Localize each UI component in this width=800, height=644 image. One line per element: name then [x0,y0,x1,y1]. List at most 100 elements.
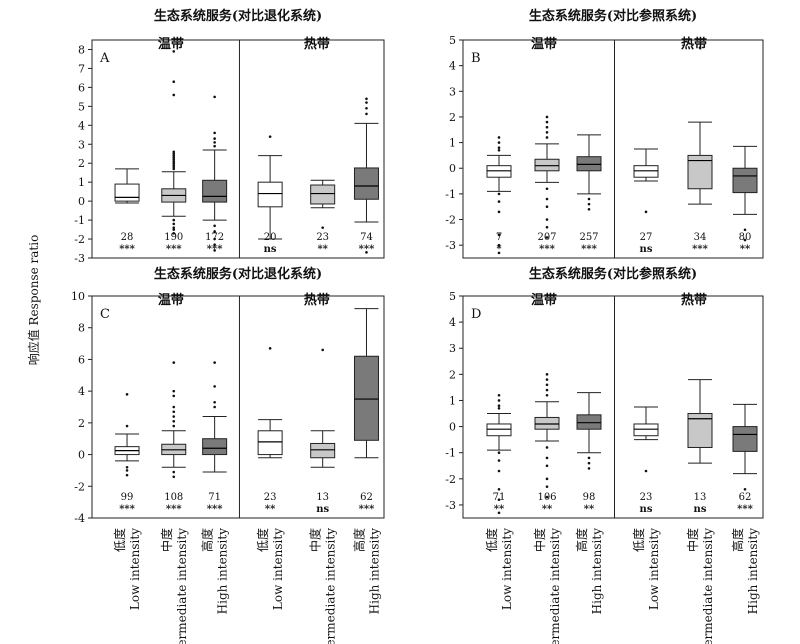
outlier-point [545,373,549,376]
outlier-point [172,405,176,409]
panel-a-significance-label: ns [264,244,277,255]
panel-b-zone-tropical: 热带 [681,36,707,52]
panel-b-ytick-label: 5 [449,34,456,47]
box-iqr [353,167,379,200]
outlier-point [545,120,549,124]
box-iqr [257,181,283,208]
panel-b-ytick-label: -2 [445,214,456,227]
outlier-point [172,80,176,84]
panel-d-zone-temperate: 温带 [531,292,557,308]
outlier-point [321,348,324,352]
panel-a-ytick-label: 3 [78,138,85,151]
outlier-point [268,347,272,350]
panel-c-n-label: 99 [121,492,134,503]
panel-c-box-5 [310,348,336,468]
outlier-point [172,156,176,159]
outlier-point [497,243,501,247]
panel-b-ytick-label: 3 [449,85,456,98]
box-iqr [534,158,560,172]
panel-c-ytick-label: -4 [74,512,85,525]
box-iqr [486,165,512,178]
panel-b-ytick-label: -1 [445,188,456,201]
box-iqr [633,165,659,178]
panel-a-letter: A [99,51,110,66]
panel-c-zone-tropical: 热带 [304,292,330,308]
outlier-point [743,238,747,242]
outlier-point [172,150,176,154]
panel-d-ytick-label: -3 [445,499,456,512]
panel-c-frame [91,295,385,519]
panel-c-category-zh: 低度 [255,528,270,552]
outlier-point [172,228,176,231]
outlier-point [497,404,501,407]
panel-a-ytick-label: -1 [74,214,85,227]
panel-d-significance-label: *** [737,504,753,515]
panel-d-category-en: High intensity [746,528,760,615]
box-iqr [353,355,379,441]
box-iqr [114,183,140,202]
panel-d-box-2 [534,373,560,499]
outlier-point [213,400,216,404]
panel-d-box-4 [633,406,659,473]
outlier-point [213,144,216,148]
outlier-point [172,232,176,235]
panel-a-significance-label: *** [119,244,135,255]
box-iqr [202,179,228,203]
panel-a-box-4 [257,135,283,240]
panel-b-box-2 [534,115,560,239]
panel-a-box-2 [161,50,187,235]
outlier-point [545,393,549,397]
outlier-point [497,459,501,462]
box-iqr [257,430,283,456]
panel-a-title: 生态系统服务(对比退化系统) [154,8,322,24]
outlier-point [497,136,501,139]
outlier-point [213,141,216,144]
panel-a-box-5 [310,179,336,229]
outlier-point [365,112,368,116]
outlier-point [587,207,591,211]
panel-b-significance-label: *** [692,244,708,255]
panel-a-significance-label: *** [166,244,182,255]
panel-d-significance-label: ns [640,504,653,515]
panel-b-ytick-label: 0 [449,162,456,175]
outlier-point [497,498,501,502]
panel-c-zone-temperate: 温带 [158,292,184,308]
panel-a-ytick-label: -3 [74,252,85,265]
panel-a-ytick-label: 4 [78,119,85,132]
panel-c-box-4 [257,347,283,459]
panel-d-category-en: Low intensity [500,528,514,610]
outlier-point [172,152,176,156]
outlier-point [365,106,368,110]
panel-a-n-label: 20 [264,232,277,243]
panel-d-n-label: 98 [583,492,596,503]
panel-d-ytick-label: 2 [449,368,456,381]
panel-b-n-label: 257 [579,232,598,243]
panel-a-ytick-label: -2 [74,233,85,246]
outlier-point [497,469,501,473]
outlier-point [172,475,176,479]
outlier-point [545,115,549,119]
outlier-point [172,222,176,226]
box-iqr [310,184,336,205]
outlier-point [365,101,368,104]
outlier-point [172,167,176,171]
outlier-point [497,393,501,397]
panel-c-significance-label: *** [166,504,182,515]
panel-d-category-zh: 低度 [631,528,646,552]
panel-d-ytick-label: -2 [445,473,456,486]
outlier-point [213,243,216,247]
panel-c-box-3 [202,361,228,473]
panel-b-letter: B [471,51,481,66]
panel-d-category-zh: 高度 [574,528,589,552]
panel-b-ytick-label: 4 [449,60,456,73]
panel-c-box-6 [353,308,379,459]
panel-b-box-3 [576,134,602,211]
panel-c-n-label: 108 [164,492,183,503]
panel-a-box-3 [202,95,228,252]
panel-a-box-1 [114,168,140,204]
outlier-point [497,210,501,214]
panel-b-frame [462,39,764,259]
panel-d-ytick-label: 5 [449,290,456,303]
panel-d-category-zh: 中度 [685,528,700,552]
